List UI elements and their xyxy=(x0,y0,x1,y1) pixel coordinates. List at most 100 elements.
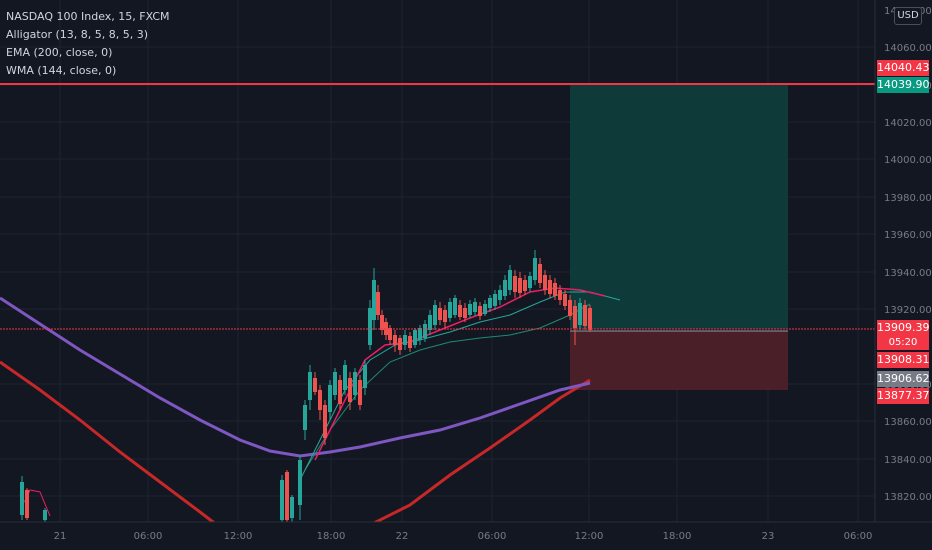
candles xyxy=(20,250,592,522)
stop-zone xyxy=(570,331,788,390)
candle-body xyxy=(538,264,542,283)
candle-body xyxy=(376,292,380,315)
candle-body xyxy=(368,308,372,345)
time-axis: 21 06:00 12:00 18:00 22 06:00 12:00 18:00 23 06:0… xyxy=(0,521,932,550)
candle-body xyxy=(372,280,376,320)
entry-price-badge: 13908.31 xyxy=(877,352,930,368)
chart-legend: NASDAQ 100 Index, 15, FXCM Alligator (13… xyxy=(6,8,170,80)
symbol-title[interactable]: NASDAQ 100 Index, 15, FXCM xyxy=(6,10,170,23)
time-tick-label: 12:00 xyxy=(224,531,253,542)
time-tick-label: 21 xyxy=(54,531,67,542)
candle-body xyxy=(578,303,582,325)
bar-countdown: 05:20 xyxy=(877,336,929,350)
candle-body xyxy=(513,276,517,292)
candle-body xyxy=(298,460,302,505)
candle-body xyxy=(448,302,452,318)
time-tick-label: 23 xyxy=(762,531,775,542)
candle-body xyxy=(423,324,427,338)
price-tick-label: 13940.00 xyxy=(884,268,932,279)
ema-indicator[interactable]: EMA (200, close, 0) xyxy=(6,46,113,59)
red-line-price-badge: 14040.43 xyxy=(877,60,930,76)
target-price-badge: 14039.90 xyxy=(877,77,930,93)
candle-body xyxy=(328,385,332,412)
price-tick-label: 14000.00 xyxy=(884,155,932,166)
candle-body xyxy=(353,372,357,395)
candle-body xyxy=(43,510,47,520)
candle-body xyxy=(25,490,29,518)
candle-body xyxy=(333,372,337,395)
candle-body xyxy=(285,472,289,520)
candle-body xyxy=(553,283,557,296)
price-tick-label: 13980.00 xyxy=(884,193,932,204)
candle-body xyxy=(403,335,407,345)
candle-body xyxy=(473,302,477,312)
time-tick-label: 06:00 xyxy=(478,531,507,542)
candle-body xyxy=(583,305,587,326)
candle-body xyxy=(563,294,567,306)
grid xyxy=(0,0,875,522)
candle-body xyxy=(483,304,487,314)
candle-body xyxy=(503,280,507,296)
candle-body xyxy=(433,305,437,325)
candle-body xyxy=(393,335,397,345)
candle-body xyxy=(453,298,457,315)
candle-body xyxy=(468,304,472,315)
candle-body xyxy=(493,294,497,306)
target-zone xyxy=(570,85,788,329)
currency-button[interactable]: USD xyxy=(894,7,922,25)
candle-body xyxy=(308,372,312,400)
candle-body xyxy=(343,365,347,390)
candle-body xyxy=(458,305,462,317)
candle-body xyxy=(20,482,24,515)
candle-body xyxy=(398,338,402,350)
gray-price-badge: 13906.62 xyxy=(877,371,930,387)
candle-body xyxy=(463,308,467,318)
candle-body xyxy=(443,310,447,322)
price-tick-label: 14020.00 xyxy=(884,118,932,129)
price-tick-label: 13820.00 xyxy=(884,492,932,503)
candle-body xyxy=(358,380,362,405)
candle-body xyxy=(543,275,547,290)
candle-body xyxy=(478,306,482,316)
time-tick-label: 06:00 xyxy=(844,531,873,542)
candle-body xyxy=(418,328,422,340)
price-tick-label: 13920.00 xyxy=(884,305,932,316)
candle-body xyxy=(508,270,512,290)
candle-body xyxy=(573,306,577,328)
candle-body xyxy=(318,390,322,410)
candle-body xyxy=(413,330,417,345)
candle-body xyxy=(380,315,384,330)
time-tick-label: 18:00 xyxy=(317,531,346,542)
price-tick-label: 13840.00 xyxy=(884,455,932,466)
candle-body xyxy=(438,308,442,320)
alligator-indicator[interactable]: Alligator (13, 8, 5, 8, 5, 3) xyxy=(6,28,149,41)
candle-body xyxy=(313,378,317,392)
alligator-lips xyxy=(314,287,606,461)
candle-body xyxy=(528,276,532,288)
last-price-badge: 13909.39 xyxy=(877,320,930,336)
ema-line-right xyxy=(369,378,591,527)
price-tick-label: 13960.00 xyxy=(884,230,932,241)
candle-body xyxy=(363,365,367,388)
time-tick-label: 12:00 xyxy=(575,531,604,542)
candle-body xyxy=(518,278,522,293)
time-tick-label: 18:00 xyxy=(663,531,692,542)
stop-price-badge: 13877.37 xyxy=(877,388,930,404)
wma-indicator[interactable]: WMA (144, close, 0) xyxy=(6,64,117,77)
candle-body xyxy=(428,315,432,330)
candle-body xyxy=(408,336,412,348)
ema-line-left xyxy=(0,360,231,537)
candle-body xyxy=(348,378,352,402)
candle-body xyxy=(533,258,537,280)
time-tick-label: 22 xyxy=(396,531,409,542)
time-axis-bg xyxy=(0,522,932,550)
candle-body xyxy=(388,328,392,340)
price-tick-label: 13860.00 xyxy=(884,417,932,428)
time-tick-label: 06:00 xyxy=(134,531,163,542)
candle-body xyxy=(303,405,307,430)
candle-body xyxy=(280,480,284,520)
candle-body xyxy=(523,280,527,291)
candle-body xyxy=(290,497,294,518)
candle-body xyxy=(323,405,327,438)
